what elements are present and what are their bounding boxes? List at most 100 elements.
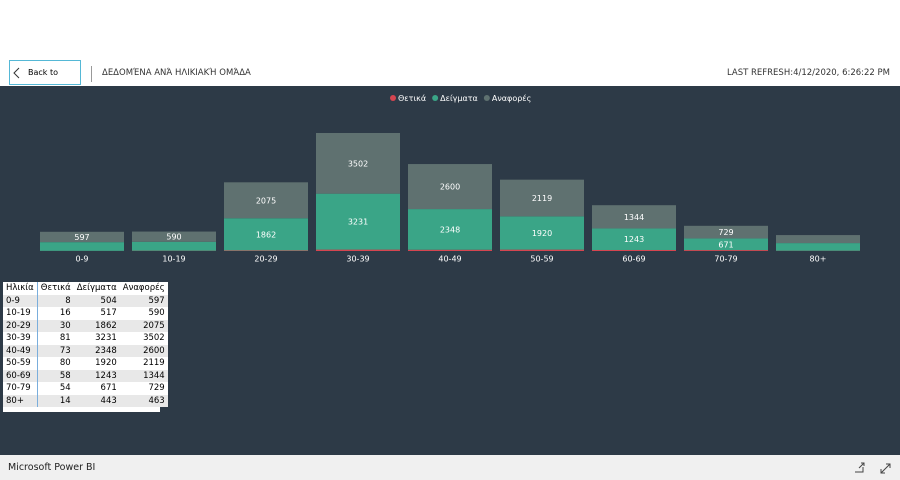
x-tick-label: 0-9 (75, 255, 88, 264)
table-cell: 80+ (3, 394, 38, 407)
table-cell: 504 (73, 294, 120, 307)
table-cell: 1920 (95, 358, 117, 369)
x-tick-label: 40-49 (438, 255, 461, 264)
bar-segment (408, 249, 492, 251)
table-cell: 3502 (143, 333, 165, 344)
table-cell: 14 (37, 394, 74, 407)
legend-label: Δείγματα (440, 94, 478, 103)
table-row: 70-79 54 671 729 (3, 382, 168, 395)
table-cell: 30 (37, 319, 74, 332)
data-label: 597 (74, 233, 89, 242)
table-cell: 10-19 (3, 307, 38, 320)
x-tick-label: 80+ (810, 255, 827, 264)
table-cell: 517 (100, 308, 117, 319)
bar-segment (40, 242, 124, 251)
table-row: 50-59 80 1920 2119 (3, 357, 168, 370)
last-refresh: LAST REFRESH:4/12/2020, 6:26:22 PM (726, 68, 890, 78)
column-header: Ηλικία (3, 282, 38, 295)
table-cell: 2075 (119, 319, 168, 332)
legend-label: Αναφορές (492, 93, 531, 103)
table-cell: 463 (119, 394, 168, 407)
bar-segment (776, 235, 860, 244)
data-label: 1862 (256, 230, 276, 239)
table-row: 60-69 58 1243 1344 (3, 369, 168, 382)
table-row: 10-19 16 517 590 (3, 307, 168, 320)
data-label: 1920 (532, 229, 552, 238)
back-icon (13, 67, 20, 79)
table-cell: 73 (37, 344, 74, 357)
bar-segment (500, 179, 584, 217)
page-title: ΔΕΔΟΜΈΝΑ ΑΝΆ ΗΛΙΚΙΑΚΉ ΟΜΆΔΑ (102, 68, 251, 78)
bar-segment (592, 205, 676, 229)
table-cell: 3231 (95, 333, 117, 344)
table-cell: 16 (59, 308, 71, 319)
back-button[interactable]: Back to report (9, 60, 81, 100)
x-tick-label: 60-69 (622, 255, 645, 264)
header-row: Ηλικία Θετικά Δείγματα Αναφορές (3, 282, 168, 295)
bar-segment (224, 250, 308, 251)
data-label: 1344 (624, 213, 644, 222)
bar-segment (500, 249, 584, 251)
table-cell: 70-79 (3, 382, 38, 395)
footer-icons[interactable] (852, 461, 892, 475)
bar-segment (408, 164, 492, 210)
bar-segment (684, 225, 768, 239)
bar-segment (224, 218, 308, 251)
data-label: 2348 (440, 225, 460, 234)
footer: Microsoft Power BI (0, 455, 900, 480)
divider (91, 66, 92, 82)
legend-swatch (390, 95, 396, 101)
x-tick-label: 20-29 (254, 255, 277, 264)
table-row: 80+ 14 443 463 (3, 394, 168, 407)
column-header: Αναφορές (122, 283, 165, 294)
table-cell: 30-39 (3, 332, 38, 345)
bar-segment (684, 238, 768, 251)
table-cell: 1243 (73, 369, 120, 382)
data-label: 590 (166, 233, 181, 242)
data-label: 671 (718, 240, 733, 249)
table-cell: 671 (100, 383, 117, 394)
table-cell: 50-59 (3, 357, 38, 370)
table-cell: 1862 (73, 319, 120, 332)
table-cell: 8 (37, 294, 74, 307)
table-cell: 2119 (143, 358, 165, 369)
report-canvas: Θετικά Δείγματα Αναφορές 597 0-9 590 10-19 1862… (0, 86, 900, 455)
data-label: 3231 (348, 218, 368, 227)
bar-segment (132, 241, 216, 251)
table-cell: 20-29 (3, 319, 38, 332)
table-cell: 81 (59, 333, 71, 344)
data-label: 729 (718, 228, 733, 237)
x-tick-label: 70-79 (714, 255, 737, 264)
table-cell: 40-49 (3, 344, 38, 357)
table-row: 20-29 30 1862 2075 (3, 319, 168, 332)
bar-segment (316, 133, 400, 194)
x-tick-label: 30-39 (346, 255, 369, 264)
bar-segment (224, 182, 308, 219)
table-visual: Ηλικία Θετικά Δείγματα Αναφορές 0-9 8 504 597 10… (3, 282, 168, 412)
table-cell: 443 (73, 394, 120, 407)
table-cell: 1344 (119, 369, 168, 382)
table-row: 40-49 73 2348 2600 (3, 344, 168, 357)
table-row: 30-39 81 3231 3502 (3, 332, 168, 345)
data-label: 1243 (624, 235, 644, 244)
table-cell: 54 (59, 383, 71, 394)
table-cell: 2348 (73, 344, 120, 357)
column-header: Δείγματα (76, 283, 117, 294)
bar-segment (776, 243, 860, 251)
table-cell: 729 (148, 383, 165, 394)
table-row: 0-9 8 504 597 (3, 294, 168, 307)
table-cell: 58 (37, 369, 74, 382)
x-tick-label: 50-59 (530, 255, 553, 264)
bar-segment (316, 193, 400, 250)
x-tick-label: 10-19 (162, 255, 185, 264)
table-cell: 597 (119, 294, 168, 307)
bar-segment (500, 216, 584, 250)
legend-label: Θετικά (398, 94, 426, 103)
table-cell: 60-69 (3, 369, 38, 382)
bar-segment (592, 249, 676, 251)
data-label: 2600 (440, 183, 460, 192)
table-cell: 0-9 (3, 294, 38, 307)
column-header: Θετικά (40, 283, 71, 294)
table-cell: 80 (59, 358, 71, 369)
